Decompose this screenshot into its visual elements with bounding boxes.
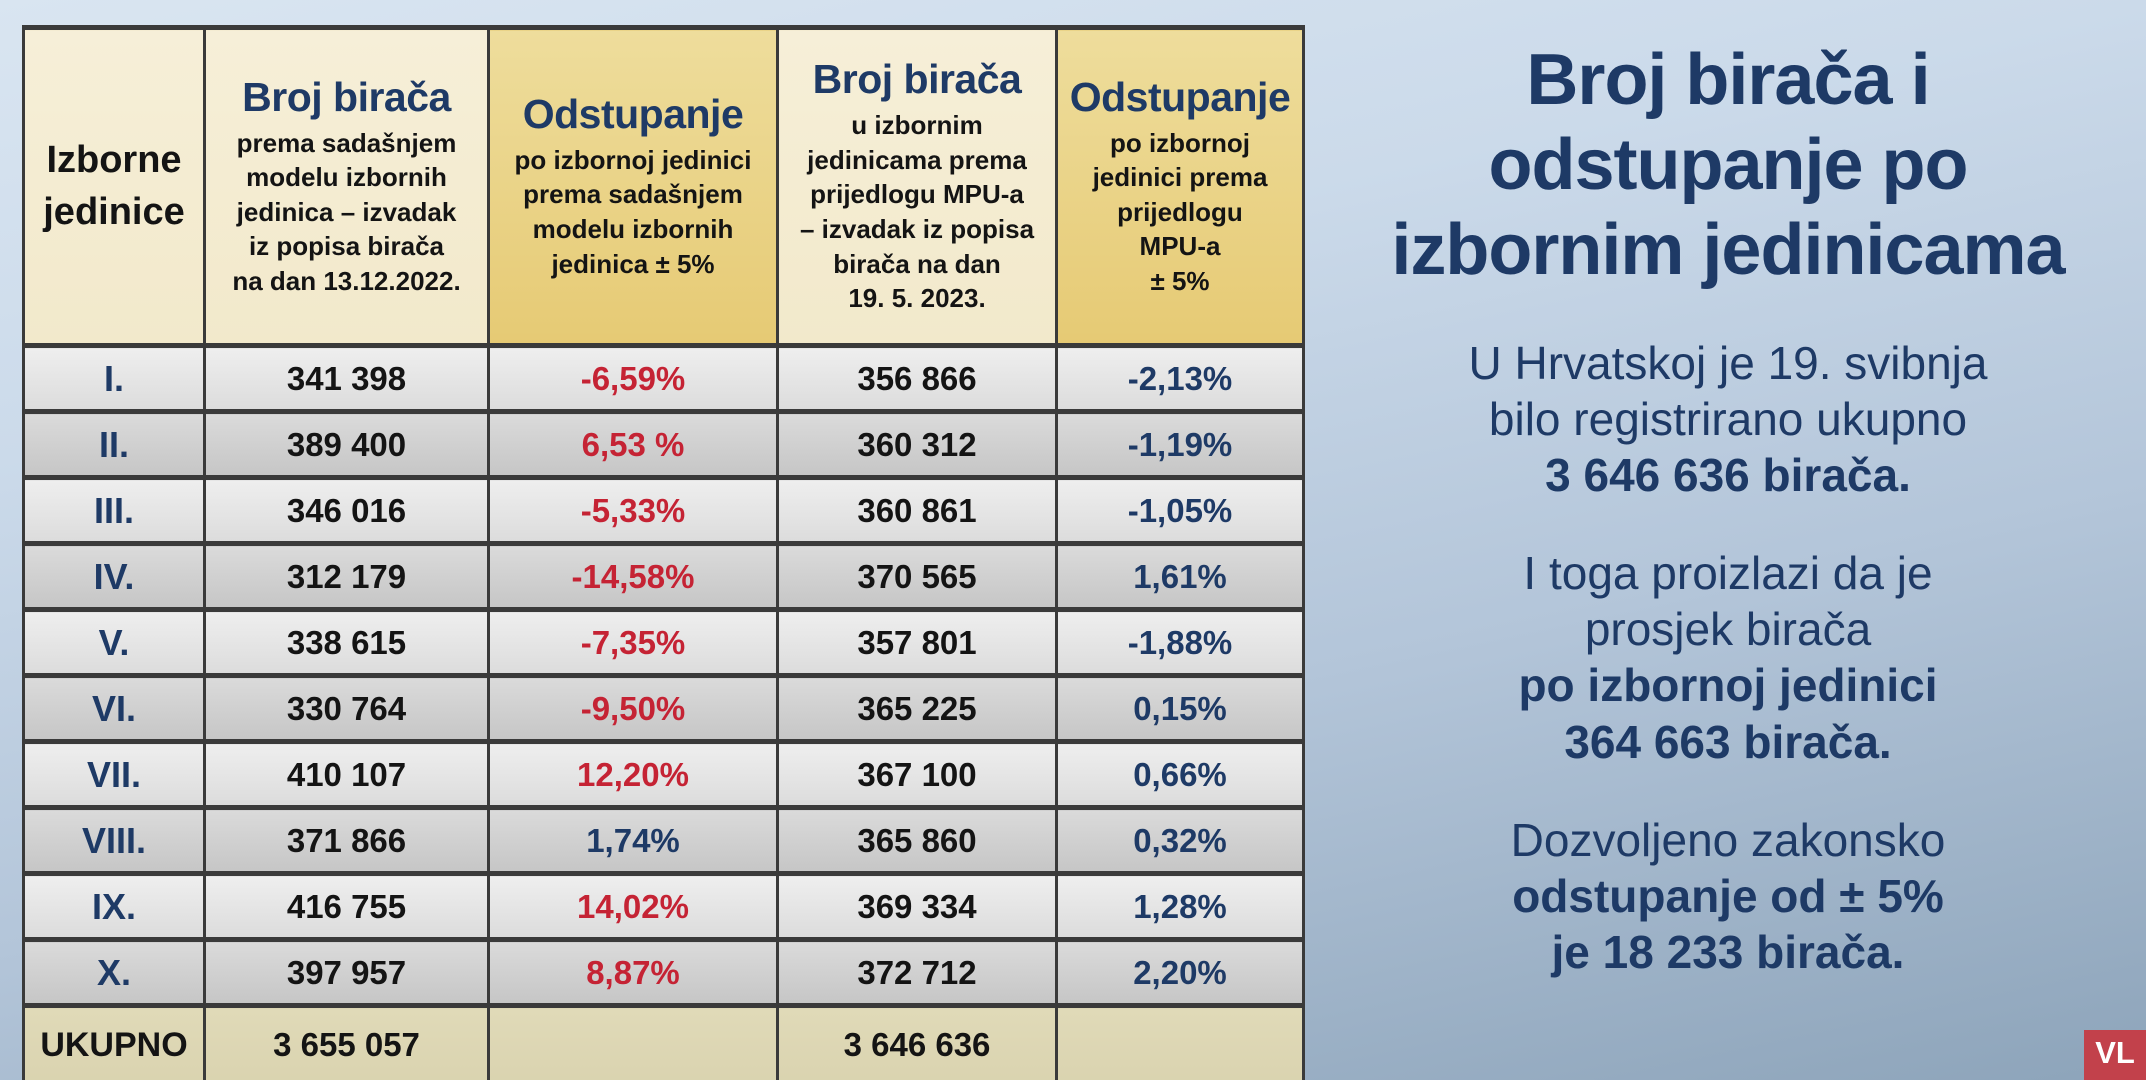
header-deviation-mpu-subtitle: po izbornoj jedinici prema prijedlogu MP… [1092,127,1268,296]
deviation-current-cell: 12,20% [487,739,779,810]
table-row: VIII. 371 866 1,74% 365 860 0,32% [22,805,1305,876]
table-row: IX. 416 755 14,02% 369 334 1,28% [22,871,1305,942]
page-title: Broj birača i odstupanje po izbornim jed… [1391,40,2065,290]
proposed-count-cell: 367 100 [776,739,1058,810]
summary-panel: Broj birača i odstupanje po izbornim jed… [1310,0,2146,1080]
unit-cell: VIII. [22,805,206,876]
current-count-cell: 312 179 [203,541,490,612]
deviation-proposed-cell: 0,32% [1055,805,1305,876]
vl-logo-text: VL [2095,1035,2135,1070]
unit-cell: IV. [22,541,206,612]
table-row: II. 389 400 6,53 % 360 312 -1,19% [22,409,1305,480]
header-electoral-units: Izborne jedinice [22,25,206,348]
deviation-current-cell: 14,02% [487,871,779,942]
deviation-proposed-cell: 1,28% [1055,871,1305,942]
proposed-count-cell: 360 312 [776,409,1058,480]
proposed-count-cell: 365 225 [776,673,1058,744]
electoral-units-table: Izborne jedinice Broj birača prema sadaš… [22,25,1305,1080]
header-voters-mpu-proposal: Broj birača u izbornim jedinicama prema … [776,25,1058,348]
table-header: Izborne jedinice Broj birača prema sadaš… [22,25,1305,348]
table-row: V. 338 615 -7,35% 357 801 -1,88% [22,607,1305,678]
deviation-current-cell: -5,33% [487,475,779,546]
table-row: VII. 410 107 12,20% 367 100 0,66% [22,739,1305,810]
header-deviation-current-subtitle: po izbornoj jedinici prema sadašnjem mod… [514,144,752,279]
current-count-cell: 341 398 [203,343,490,414]
proposed-count-cell: 357 801 [776,607,1058,678]
allowed-deviation-text: Dozvoljeno zakonsko [1510,813,1946,866]
header-row: Izborne jedinice Broj birača prema sadaš… [22,25,1305,348]
deviation-current-cell: 6,53 % [487,409,779,480]
deviation-proposed-cell: 2,20% [1055,937,1305,1008]
unit-cell: VII. [22,739,206,810]
current-count-cell: 410 107 [203,739,490,810]
proposed-count-cell: 360 861 [776,475,1058,546]
deviation-current-cell: -7,35% [487,607,779,678]
table-row: III. 346 016 -5,33% 360 861 -1,05% [22,475,1305,546]
table-body: I. 341 398 -6,59% 356 866 -2,13% II. 389 400 6,… [22,343,1305,1008]
header-deviation-mpu-title: Odstupanje [1069,73,1291,120]
deviation-current-cell: -9,50% [487,673,779,744]
deviation-current-cell: -6,59% [487,343,779,414]
total-deviation-proposed-cell [1055,1003,1305,1080]
total-current-count-cell: 3 655 057 [203,1003,490,1080]
table-row: VI. 330 764 -9,50% 365 225 0,15% [22,673,1305,744]
current-count-cell: 397 957 [203,937,490,1008]
current-count-cell: 338 615 [203,607,490,678]
total-label-cell: UKUPNO [22,1003,206,1080]
deviation-proposed-cell: -2,13% [1055,343,1305,414]
proposed-count-cell: 365 860 [776,805,1058,876]
header-voters-mpu-subtitle: u izbornim jedinicama prema prijedlogu M… [799,110,1035,314]
unit-cell: X. [22,937,206,1008]
total-row: UKUPNO 3 655 057 3 646 636 [22,1003,1305,1080]
vl-watermark-logo: VL [2084,1030,2146,1080]
unit-cell: IX. [22,871,206,942]
header-voters-current-model: Broj birača prema sadašnjem modelu izbor… [203,25,490,348]
total-deviation-current-cell [487,1003,779,1080]
total-proposed-count-cell: 3 646 636 [776,1003,1058,1080]
deviation-proposed-cell: 1,61% [1055,541,1305,612]
header-deviation-mpu-proposal: Odstupanje po izbornoj jedinici prema pr… [1055,25,1305,348]
header-electoral-units-label: Izborne jedinice [43,139,185,233]
current-count-cell: 416 755 [203,871,490,942]
deviation-proposed-cell: -1,05% [1055,475,1305,546]
average-voters-paragraph: I toga proizlazi da je prosjek birača po … [1310,545,2146,769]
proposed-count-cell: 356 866 [776,343,1058,414]
unit-cell: V. [22,607,206,678]
current-count-cell: 371 866 [203,805,490,876]
deviation-current-cell: -14,58% [487,541,779,612]
table-row: IV. 312 179 -14,58% 370 565 1,61% [22,541,1305,612]
header-deviation-current-title: Odstupanje [522,90,744,137]
header-voters-mpu-title: Broj birača [812,56,1022,103]
current-count-cell: 346 016 [203,475,490,546]
unit-cell: I. [22,343,206,414]
registered-voters-paragraph: U Hrvatskoj je 19. svibnja bilo registri… [1310,335,2146,503]
unit-cell: II. [22,409,206,480]
deviation-current-cell: 8,87% [487,937,779,1008]
proposed-count-cell: 372 712 [776,937,1058,1008]
header-voters-current-title: Broj birača [242,73,451,120]
deviation-proposed-cell: 0,66% [1055,739,1305,810]
allowed-deviation-paragraph: Dozvoljeno zakonsko odstupanje od ± 5% je… [1310,812,2146,980]
table-row: X. 397 957 8,87% 372 712 2,20% [22,937,1305,1008]
deviation-proposed-cell: 0,15% [1055,673,1305,744]
header-voters-current-subtitle: prema sadašnjem modelu izbornih jedinica… [232,127,461,296]
registered-voters-text: U Hrvatskoj je 19. svibnja bilo registri… [1468,336,1988,445]
deviation-proposed-cell: -1,19% [1055,409,1305,480]
proposed-count-cell: 369 334 [776,871,1058,942]
average-voters-value: po izbornoj jedinici 364 663 birača. [1518,659,1938,768]
average-voters-text: I toga proizlazi da je prosjek birača [1523,547,1933,656]
unit-cell: III. [22,475,206,546]
registered-voters-total: 3 646 636 birača. [1545,449,1911,502]
table-footer: UKUPNO 3 655 057 3 646 636 [22,1003,1305,1080]
proposed-count-cell: 370 565 [776,541,1058,612]
header-deviation-current-model: Odstupanje po izbornoj jedinici prema sa… [487,25,779,348]
deviation-current-cell: 1,74% [487,805,779,876]
unit-cell: VI. [22,673,206,744]
current-count-cell: 330 764 [203,673,490,744]
table-row: I. 341 398 -6,59% 356 866 -2,13% [22,343,1305,414]
current-count-cell: 389 400 [203,409,490,480]
allowed-deviation-value: odstupanje od ± 5% je 18 233 birača. [1512,869,1944,978]
deviation-proposed-cell: -1,88% [1055,607,1305,678]
